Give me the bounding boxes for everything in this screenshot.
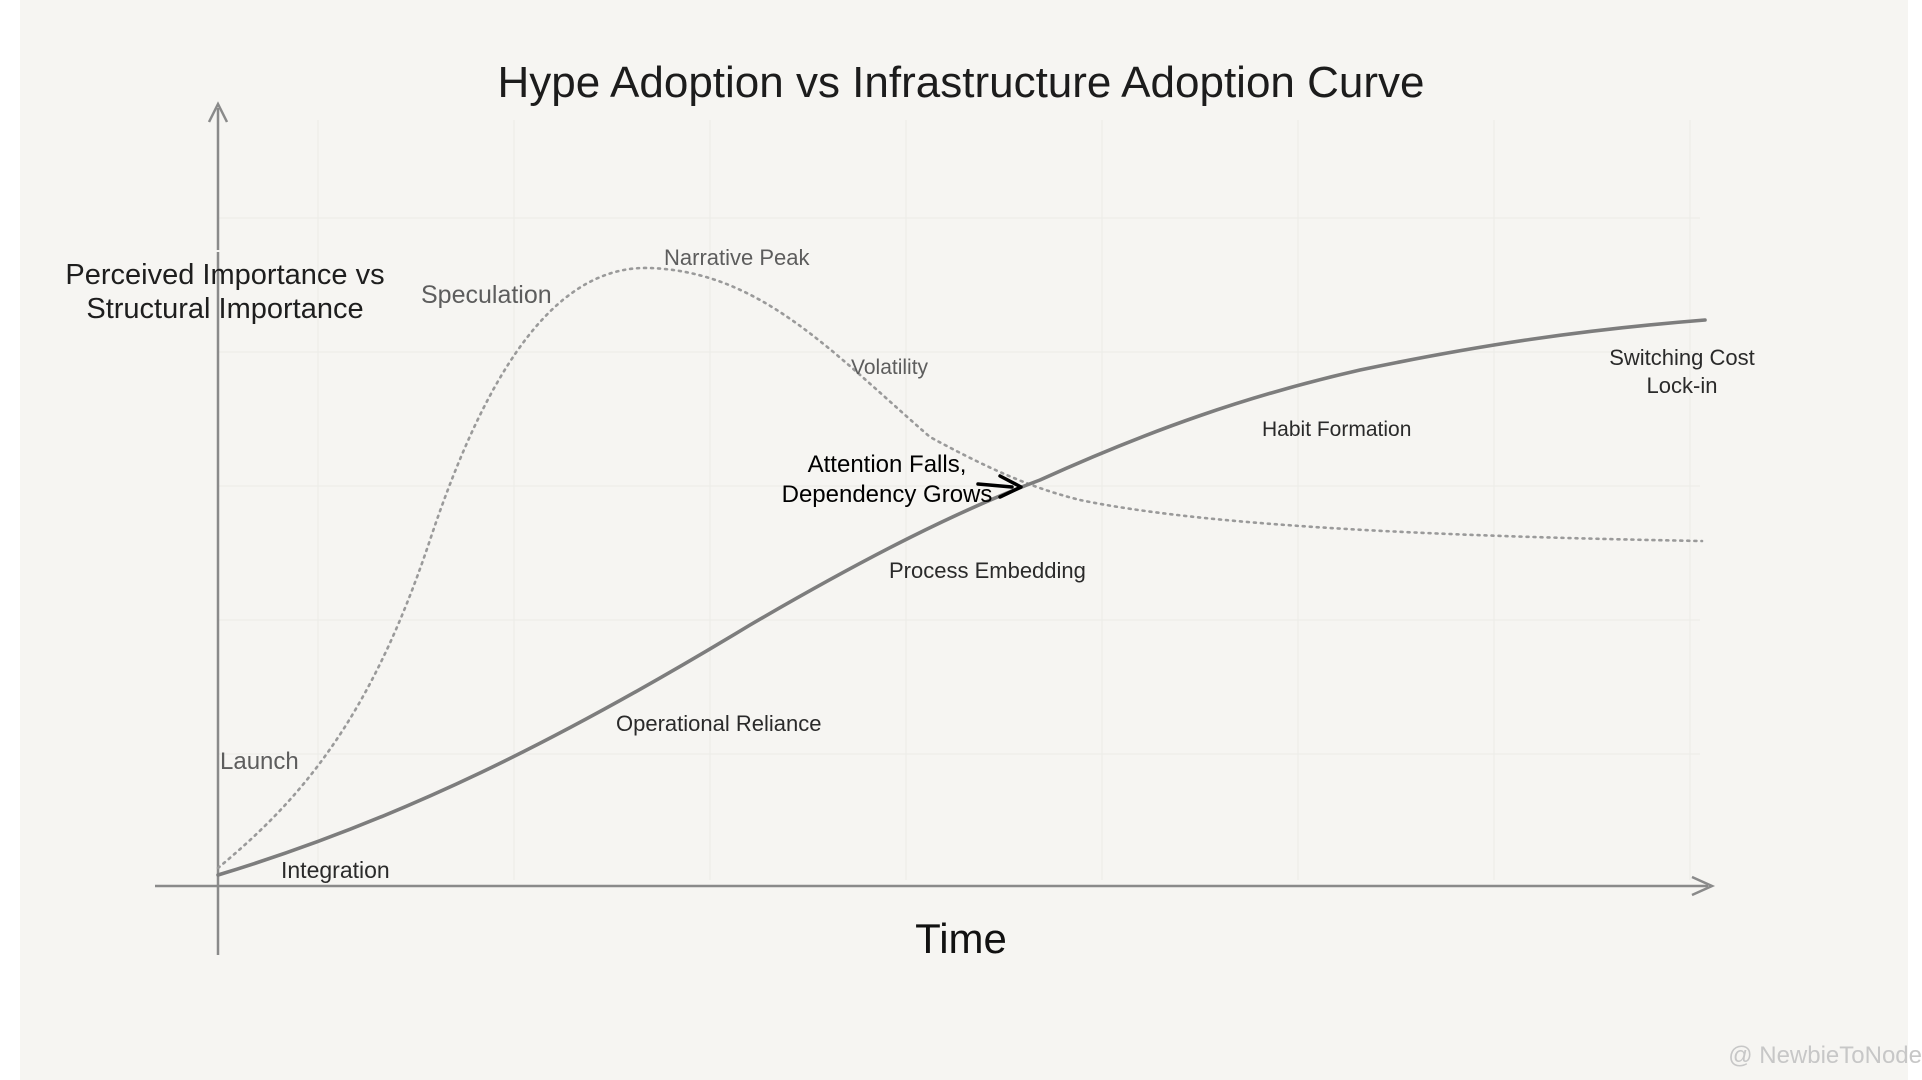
crossover-callout: Attention Falls, Dependency Grows [781, 451, 993, 508]
hype-stage-volatility: Volatility [851, 356, 929, 379]
infra-stage-operational-reliance: Operational Reliance [616, 711, 822, 736]
hype-stage-launch: Launch [220, 748, 299, 775]
infra-stage-switching-cost: Switching Cost Lock-in [1609, 345, 1755, 398]
chart-title: Hype Adoption vs Infrastructure Adoption… [497, 58, 1425, 107]
hype-stage-narrative-peak: Narrative Peak [664, 245, 810, 270]
y-axis-label: Perceived Importance vs Structural Impor… [65, 259, 385, 325]
hype-stage-speculation: Speculation [421, 281, 552, 309]
infrastructure-curve [216, 318, 1707, 877]
callout-arrow-head [998, 474, 1023, 499]
infra-stage-integration: Integration [281, 857, 390, 883]
infra-stage-habit-formation: Habit Formation [1262, 418, 1412, 441]
y-axis-arrowhead [207, 101, 229, 123]
x-axis-label: Time [915, 915, 1007, 962]
paper-background [20, 0, 1908, 1080]
x-axis-arrowhead [1691, 875, 1716, 897]
callout-arrow-shaft [976, 482, 1014, 489]
watermark: @ NewbieToNode [1728, 1042, 1922, 1069]
infra-stage-process-embedding: Process Embedding [889, 558, 1086, 583]
